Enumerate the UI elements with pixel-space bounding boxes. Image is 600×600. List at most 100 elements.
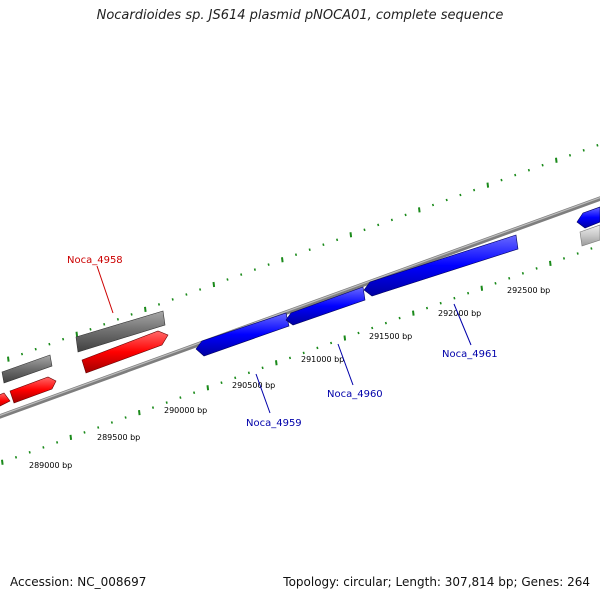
minor-tick — [467, 291, 470, 295]
minor-tick — [363, 228, 366, 232]
gene-arrow[interactable] — [1, 354, 53, 384]
minor-tick — [431, 203, 435, 207]
minor-tick — [130, 313, 133, 316]
gene-arrow[interactable] — [75, 310, 166, 353]
minor-tick — [151, 406, 155, 409]
minor-tick — [14, 455, 18, 459]
leader-line — [96, 265, 114, 314]
minor-tick — [562, 257, 566, 260]
gene-label-group: Noca_4958 Noca_4959 Noca_4960 Noca_4961 — [67, 255, 498, 429]
minor-tick — [371, 326, 374, 330]
major-tick — [486, 182, 490, 188]
major-tick — [75, 331, 79, 337]
minor-tick — [500, 178, 503, 182]
tick-track-inner — [1, 247, 593, 465]
tick-track-outer — [7, 143, 599, 362]
major-tick — [138, 409, 141, 416]
minor-tick — [220, 381, 223, 385]
minor-tick — [521, 271, 524, 275]
major-tick — [206, 385, 210, 391]
minor-tick — [48, 342, 51, 346]
leader-line — [337, 343, 354, 386]
minor-tick — [445, 198, 448, 202]
minor-tick — [308, 248, 311, 252]
leader-line — [453, 303, 472, 346]
major-tick — [412, 310, 415, 316]
gene-label[interactable]: Noca_4959 — [246, 418, 302, 429]
minor-tick — [28, 450, 31, 454]
minor-tick — [302, 351, 305, 355]
minor-tick — [288, 356, 292, 360]
gene-row-reverse-light — [579, 224, 600, 247]
gene-label[interactable]: Noca_4961 — [442, 349, 498, 360]
gene-arrow[interactable] — [576, 206, 600, 229]
gene-row-forward-grey — [1, 310, 166, 384]
minor-tick — [56, 441, 59, 444]
gene-arrow[interactable] — [0, 392, 11, 409]
minor-tick — [508, 276, 511, 280]
sequence-backbone-highlight — [0, 196, 600, 417]
minor-tick — [527, 168, 530, 172]
sequence-backbone — [0, 196, 600, 419]
minor-tick — [568, 153, 572, 157]
minor-tick — [226, 278, 229, 281]
scale-label: 292000 bp — [438, 309, 481, 318]
major-tick — [212, 281, 216, 288]
minor-tick — [199, 288, 202, 291]
minor-tick — [398, 316, 401, 320]
minor-tick — [62, 337, 65, 341]
minor-tick — [439, 301, 442, 305]
minor-tick — [247, 371, 250, 375]
minor-tick — [535, 267, 538, 270]
minor-tick — [171, 298, 174, 301]
major-tick — [69, 434, 73, 441]
minor-tick — [34, 347, 37, 351]
minor-tick — [576, 252, 579, 255]
page-title: Nocardioides sp. JS614 plasmid pNOCA01, … — [96, 8, 504, 23]
scale-label: 291500 bp — [369, 332, 412, 341]
scale-label: 290500 bp — [232, 381, 275, 390]
gene-label[interactable]: Noca_4958 — [67, 255, 123, 266]
major-tick — [349, 232, 353, 238]
minor-tick — [193, 391, 196, 395]
major-tick — [555, 157, 558, 163]
minor-tick — [185, 293, 188, 296]
major-tick — [343, 335, 347, 341]
gene-arrow[interactable] — [579, 224, 600, 247]
minor-tick — [377, 223, 380, 227]
minor-tick — [110, 421, 113, 424]
minor-tick — [157, 303, 161, 306]
minor-tick — [336, 238, 339, 242]
gene-arrow[interactable] — [9, 376, 57, 404]
minor-tick — [294, 253, 298, 257]
major-tick — [549, 260, 552, 267]
minor-tick — [240, 273, 243, 276]
gene-row-forward-red — [0, 330, 169, 409]
minor-tick — [165, 401, 168, 404]
minor-tick — [582, 148, 585, 152]
accession-text: Accession: NC_008697 — [10, 575, 147, 589]
scale-labels: 289000 bp 289500 bp 290000 bp 290500 bp … — [29, 286, 550, 470]
minor-tick — [459, 193, 462, 197]
minor-tick — [253, 268, 256, 271]
gene-arrow[interactable] — [285, 286, 366, 326]
minor-tick — [494, 281, 497, 285]
major-tick — [7, 356, 10, 362]
gene-label[interactable]: Noca_4960 — [327, 389, 383, 400]
minor-tick — [453, 296, 456, 300]
gene-arrow[interactable] — [81, 330, 169, 374]
gene-arrow[interactable] — [363, 234, 519, 297]
leader-line — [255, 373, 271, 414]
minor-tick — [404, 213, 407, 217]
gene-arrow[interactable] — [195, 312, 290, 357]
major-tick — [144, 306, 147, 313]
minor-tick — [473, 188, 476, 192]
minor-tick — [596, 143, 599, 147]
gene-row-reverse-blue — [195, 206, 600, 357]
topology-text: Topology: circular; Length: 307,814 bp; … — [283, 575, 590, 589]
minor-tick — [390, 218, 393, 222]
minor-tick — [83, 431, 86, 434]
major-tick — [1, 459, 4, 465]
major-tick — [418, 207, 421, 213]
minor-tick — [20, 352, 24, 356]
